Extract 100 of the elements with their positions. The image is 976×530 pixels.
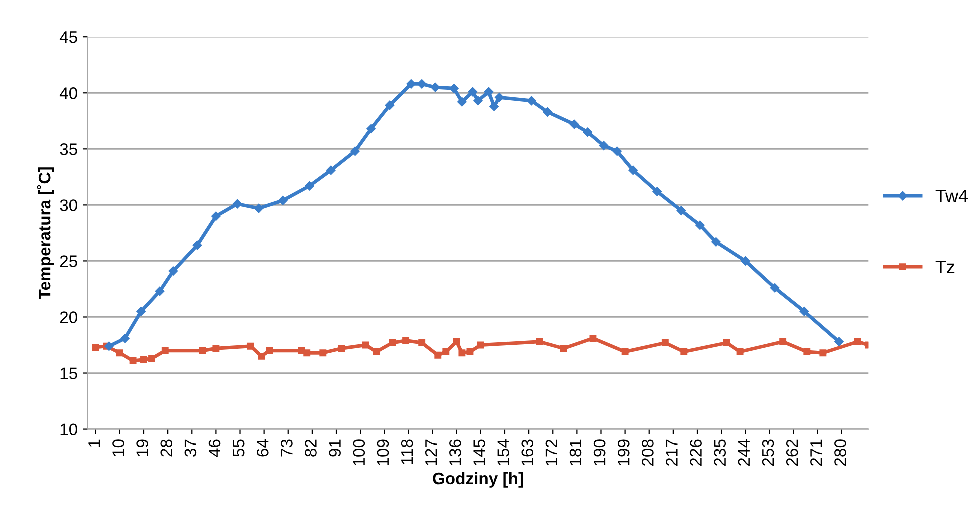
point — [696, 220, 705, 230]
point — [140, 356, 148, 364]
x-tick-label: 190 — [594, 440, 606, 466]
point — [458, 97, 467, 107]
x-tick-label: 253 — [762, 440, 774, 466]
x-tick-label: 37 — [184, 440, 197, 457]
x-tick-label: 235 — [714, 440, 726, 466]
x-tick-label: 136 — [450, 440, 462, 466]
point — [254, 204, 264, 214]
x-tick-label: 181 — [570, 440, 582, 466]
point — [168, 266, 178, 276]
point — [434, 352, 442, 359]
point — [599, 141, 609, 150]
x-tick-label: 163 — [522, 440, 534, 466]
x-tick-label: 145 — [474, 440, 486, 466]
point — [373, 348, 380, 356]
x-tick-label: 280 — [834, 440, 846, 466]
point — [536, 338, 544, 346]
point — [278, 196, 288, 206]
point — [736, 348, 744, 356]
point — [266, 347, 274, 354]
point — [543, 108, 552, 117]
point — [430, 82, 440, 92]
point — [723, 340, 730, 346]
x-axis-title: Godziny [h] — [433, 472, 524, 488]
y-tick-label: 15 — [60, 368, 78, 380]
x-tick-label: 28 — [160, 440, 173, 457]
point — [466, 348, 474, 356]
point — [495, 92, 504, 102]
point — [780, 338, 787, 346]
point — [741, 256, 750, 266]
point — [362, 342, 370, 349]
x-tick-label: 217 — [666, 440, 678, 466]
x-tick-label: 109 — [377, 440, 390, 466]
point — [484, 87, 494, 97]
x-tick-label: 19 — [136, 440, 148, 456]
point — [770, 283, 780, 293]
point — [402, 337, 410, 344]
x-tick-label: 226 — [690, 440, 702, 466]
point — [612, 146, 622, 156]
point — [212, 345, 220, 352]
point — [468, 87, 478, 97]
point — [442, 348, 450, 356]
y-tick-label: 20 — [60, 312, 78, 324]
point — [258, 352, 266, 360]
point — [304, 350, 311, 357]
point — [406, 80, 416, 89]
point — [326, 166, 336, 176]
point — [652, 187, 662, 196]
x-tick-label: 262 — [786, 440, 798, 466]
point — [560, 345, 568, 352]
point — [92, 344, 100, 351]
point — [834, 337, 844, 347]
point — [389, 340, 396, 346]
point — [350, 146, 360, 156]
y-tick-label: 25 — [60, 256, 78, 268]
point — [120, 334, 130, 344]
point — [628, 166, 638, 176]
point — [712, 238, 721, 247]
point — [458, 350, 466, 357]
point — [583, 128, 592, 137]
point — [418, 340, 426, 346]
point — [320, 350, 327, 357]
point — [570, 120, 580, 130]
x-tick-label: 271 — [810, 440, 822, 466]
x-tick-label: 10 — [112, 440, 124, 456]
point — [622, 348, 629, 356]
x-tick-label: 127 — [425, 440, 438, 466]
y-tick-label: 35 — [60, 144, 78, 156]
x-tick-label: 154 — [498, 440, 510, 466]
y-tick-label: 10 — [60, 424, 78, 436]
y-axis-title: Temperatura [˚C] — [37, 168, 54, 300]
point — [247, 342, 254, 350]
x-tick-label: 64 — [256, 440, 269, 457]
point — [130, 357, 137, 364]
point — [212, 212, 221, 222]
point — [104, 342, 114, 351]
x-tick-label: 73 — [281, 440, 293, 457]
x-tick-label: 208 — [642, 440, 654, 466]
point — [804, 348, 811, 356]
point — [338, 345, 346, 352]
point — [474, 96, 483, 106]
x-tick-label: 100 — [353, 440, 366, 466]
point — [820, 350, 827, 357]
point — [305, 182, 314, 191]
point — [800, 307, 810, 316]
point — [366, 124, 376, 134]
y-tick-label: 40 — [60, 88, 78, 100]
x-tick-label: 46 — [208, 440, 221, 458]
point — [453, 338, 460, 346]
point — [155, 286, 165, 296]
y-tick-label: 30 — [60, 200, 78, 212]
point — [490, 102, 499, 112]
point — [590, 335, 597, 342]
point — [162, 347, 169, 354]
x-tick-label: 172 — [546, 440, 558, 466]
point — [854, 338, 862, 346]
legend-label: Tz — [936, 260, 955, 274]
point — [680, 348, 688, 356]
point — [199, 347, 206, 354]
